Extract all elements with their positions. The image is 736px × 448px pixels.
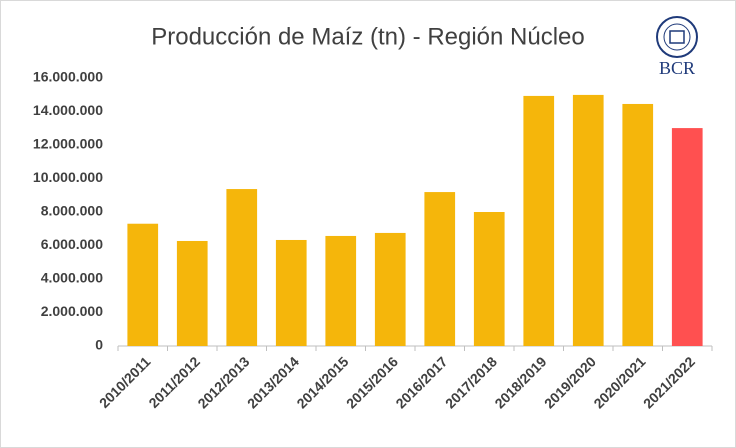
y-tick-label: 2.000.000 xyxy=(41,303,103,319)
bar xyxy=(424,192,456,346)
y-tick-label: 0 xyxy=(95,337,103,353)
bar xyxy=(523,95,555,346)
y-tick-label: 4.000.000 xyxy=(41,270,103,286)
bar xyxy=(473,212,505,346)
bar xyxy=(176,240,208,346)
logo-emblem xyxy=(656,16,698,58)
logo-text: BCR xyxy=(659,58,695,78)
bar xyxy=(374,232,406,346)
y-tick-label: 8.000.000 xyxy=(41,203,103,219)
y-tick-label: 12.000.000 xyxy=(33,136,103,152)
bar xyxy=(127,223,159,346)
y-tick-label: 14.000.000 xyxy=(33,102,103,118)
bar xyxy=(622,103,654,347)
bar xyxy=(572,94,604,346)
bar xyxy=(671,128,703,346)
bar xyxy=(226,189,258,346)
bar xyxy=(275,239,307,346)
y-tick-label: 16.000.000 xyxy=(33,69,103,85)
bar xyxy=(325,235,357,346)
y-tick-label: 6.000.000 xyxy=(41,236,103,252)
chart-title: Producción de Maíz (tn) - Región Núcleo xyxy=(151,23,585,50)
y-tick-label: 10.000.000 xyxy=(33,169,103,185)
